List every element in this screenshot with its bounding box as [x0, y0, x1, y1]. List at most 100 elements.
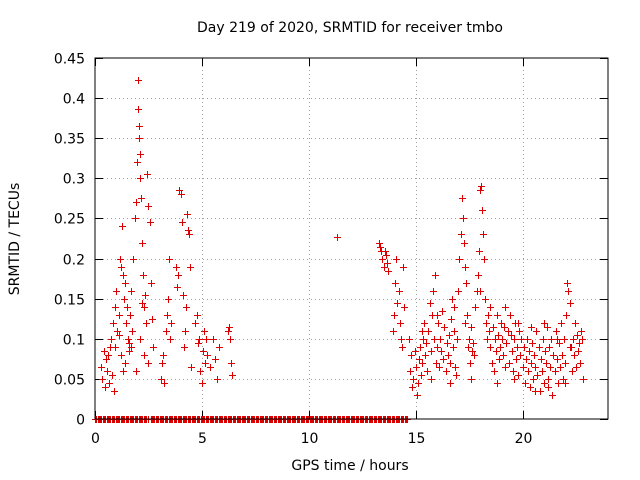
data-point: [553, 328, 560, 335]
data-point: [101, 348, 108, 355]
data-point: [547, 364, 554, 371]
data-point: [194, 312, 201, 319]
data-point: [477, 187, 484, 194]
data-point: [134, 159, 141, 166]
data-point: [561, 336, 568, 343]
data-point: [567, 300, 574, 307]
data-point: [498, 320, 505, 327]
y-tick-label: 0.05: [54, 373, 85, 389]
data-point: [571, 352, 578, 359]
x-axis-label: GPS time / hours: [291, 458, 408, 474]
data-point: [536, 344, 543, 351]
data-point: [481, 256, 488, 263]
data-point: [136, 135, 143, 142]
data-point: [534, 372, 541, 379]
data-point: [122, 280, 129, 287]
data-point: [548, 336, 555, 343]
data-point: [486, 328, 493, 335]
data-point: [528, 360, 535, 367]
data-point: [122, 360, 129, 367]
data-point: [560, 376, 567, 383]
data-point: [579, 336, 586, 343]
data-point: [502, 304, 509, 311]
data-point: [550, 352, 557, 359]
data-point: [139, 240, 146, 247]
data-point: [200, 348, 207, 355]
data-point: [110, 320, 117, 327]
data-point: [126, 348, 133, 355]
data-point: [143, 320, 150, 327]
data-point: [228, 360, 235, 367]
data-point: [130, 256, 137, 263]
data-point: [467, 360, 474, 367]
data-point: [477, 288, 484, 295]
data-point: [334, 234, 341, 241]
data-point: [506, 360, 513, 367]
data-point: [505, 328, 512, 335]
data-point: [159, 360, 166, 367]
data-point: [438, 348, 445, 355]
data-point: [414, 392, 421, 399]
data-point: [174, 284, 181, 291]
data-point: [120, 368, 127, 375]
data-point: [227, 336, 234, 343]
data-point: [207, 364, 214, 371]
data-point: [176, 187, 183, 194]
x-tick-labels: 0 5 10 15 20: [91, 431, 532, 447]
data-point: [128, 344, 135, 351]
data-point: [522, 380, 529, 387]
data-point: [478, 183, 485, 190]
data-point: [147, 219, 154, 226]
data-point: [532, 388, 539, 395]
data-point: [559, 352, 566, 359]
data-point: [493, 348, 500, 355]
data-point: [577, 360, 584, 367]
data-point: [397, 320, 404, 327]
data-point: [180, 292, 187, 299]
x-tick-label: 15: [408, 431, 426, 447]
data-point: [532, 364, 539, 371]
data-point: [226, 324, 233, 331]
data-point: [471, 352, 478, 359]
data-point: [420, 336, 427, 343]
data-point: [580, 376, 587, 383]
grid: [95, 58, 608, 419]
data-point: [479, 207, 486, 214]
data-point: [423, 340, 430, 347]
data-point: [480, 231, 487, 238]
data-point: [415, 380, 422, 387]
data-point: [99, 376, 106, 383]
data-point: [118, 264, 125, 271]
data-point: [454, 336, 461, 343]
data-point: [451, 304, 458, 311]
data-point: [468, 376, 475, 383]
data-point: [149, 316, 156, 323]
data-point: [184, 211, 191, 218]
data-point: [461, 240, 468, 247]
data-point: [199, 380, 206, 387]
data-point: [132, 215, 139, 222]
data-point: [225, 328, 232, 335]
data-point: [437, 336, 444, 343]
data-point: [567, 344, 574, 351]
data-point: [390, 328, 397, 335]
data-point: [546, 344, 553, 351]
data-point: [150, 344, 157, 351]
data-point: [135, 77, 142, 84]
data-point: [203, 336, 210, 343]
data-point: [450, 344, 457, 351]
y-tick-label: 0.45: [54, 52, 85, 68]
data-point: [141, 352, 148, 359]
data-point: [102, 384, 109, 391]
data-point: [445, 352, 452, 359]
data-point: [123, 320, 130, 327]
data-point: [138, 195, 145, 202]
data-point: [192, 320, 199, 327]
data-point: [511, 376, 518, 383]
data-point: [444, 340, 451, 347]
data-point: [383, 252, 390, 259]
data-point: [520, 364, 527, 371]
data-point: [430, 288, 437, 295]
data-point: [410, 376, 417, 383]
data-point: [106, 380, 113, 387]
